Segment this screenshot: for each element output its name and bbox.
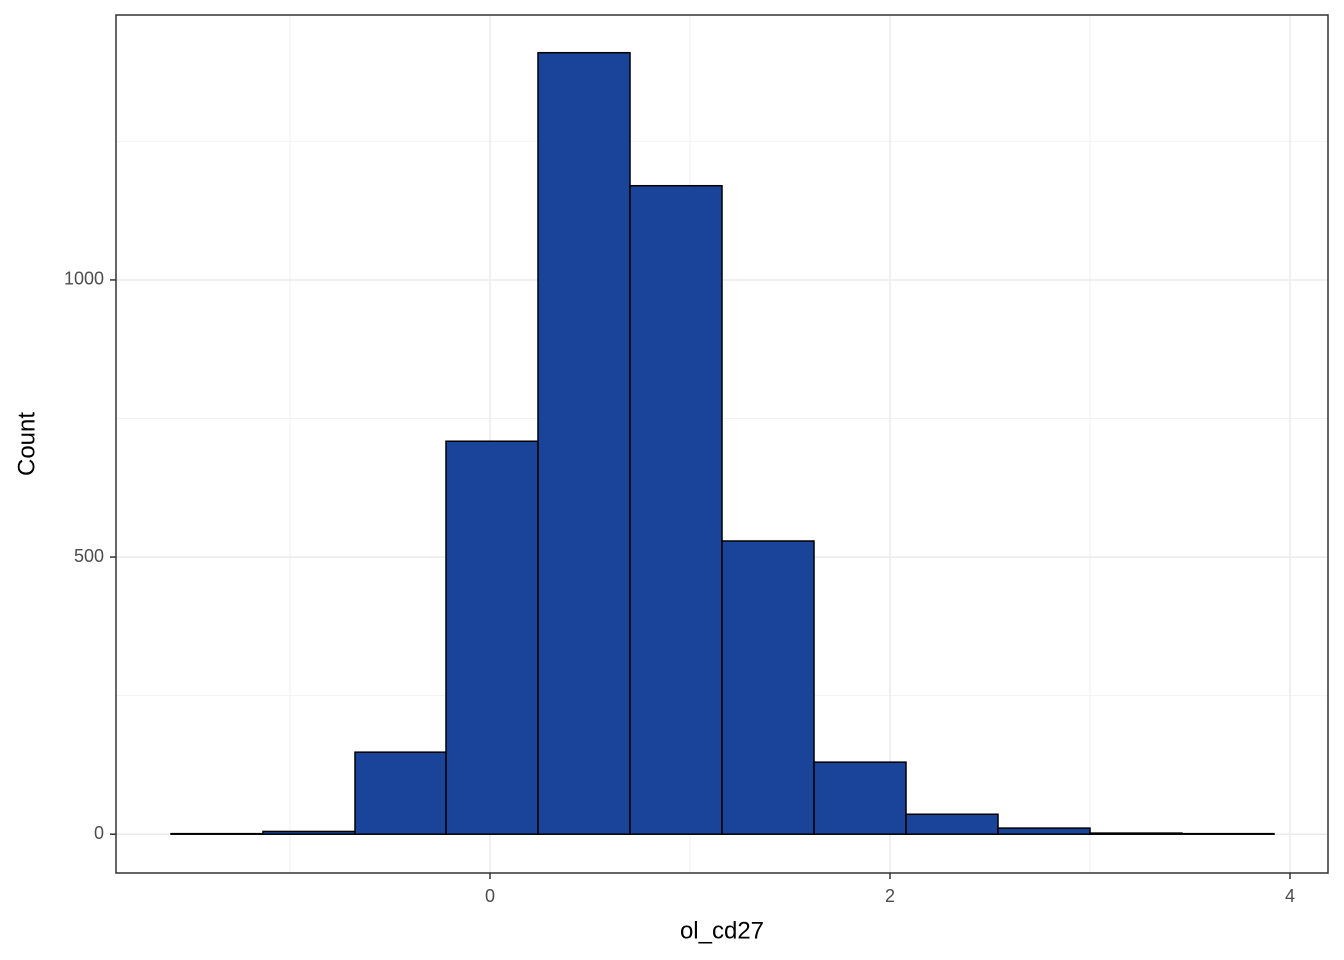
- bar: [1089, 832, 1183, 835]
- x-axis-title: ol_cd27: [680, 917, 764, 944]
- y-tick-label: 0: [94, 823, 104, 843]
- bar: [997, 827, 1091, 835]
- x-tick-label: 2: [885, 886, 895, 906]
- bar: [354, 751, 447, 835]
- y-tick-label: 500: [74, 546, 104, 566]
- bar: [170, 832, 264, 835]
- bar: [537, 51, 631, 835]
- x-tick-label: 4: [1285, 886, 1295, 906]
- bar: [629, 184, 723, 835]
- y-axis-title: Count: [13, 412, 40, 476]
- plot-border: [115, 14, 1329, 874]
- bar: [1181, 832, 1275, 835]
- x-tick-label: 0: [485, 886, 495, 906]
- bar: [813, 761, 907, 835]
- bar: [445, 440, 539, 835]
- y-tick-label: 1000: [64, 269, 104, 289]
- bar: [905, 813, 999, 835]
- bar: [721, 540, 815, 835]
- bar: [262, 830, 356, 835]
